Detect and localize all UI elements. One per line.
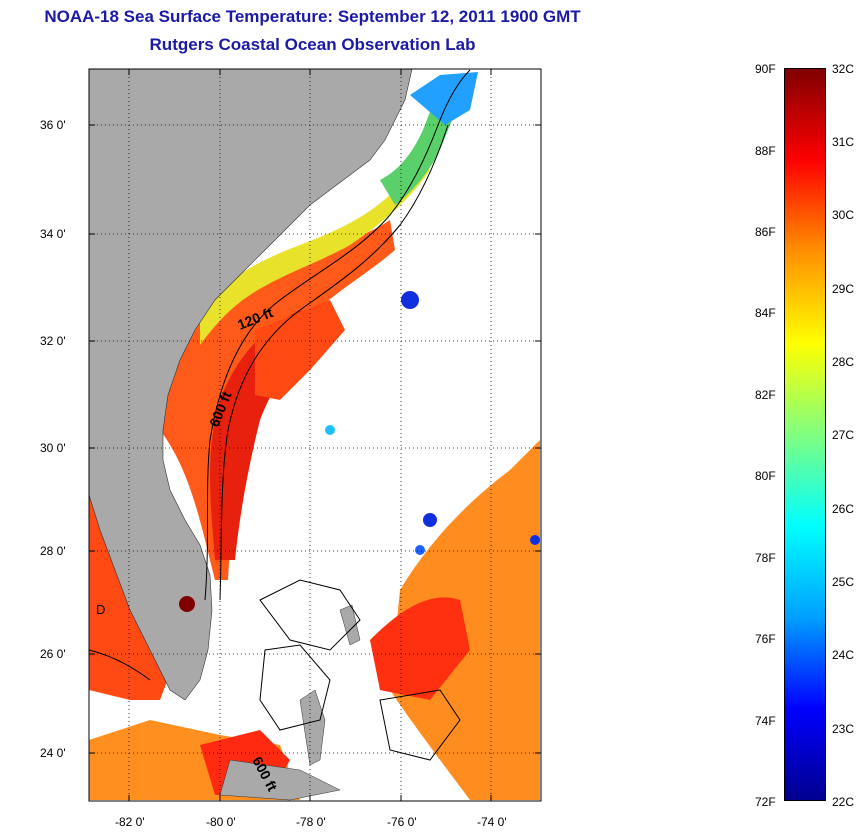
x-tick-label: -78 0' bbox=[296, 815, 326, 829]
depth-contours bbox=[88, 69, 471, 761]
y-tick-label: 28 0' bbox=[40, 544, 66, 558]
land-label-d: D bbox=[96, 602, 105, 617]
sst-gulfstream bbox=[210, 310, 330, 560]
colorbar-f-label: 76F bbox=[755, 632, 776, 646]
map-title: NOAA-18 Sea Surface Temperature: Septemb… bbox=[44, 7, 581, 26]
sst-east-red bbox=[370, 597, 470, 700]
temperature-colorbar bbox=[784, 68, 826, 801]
colorbar-f-label: 72F bbox=[755, 795, 776, 809]
lake-okeechobee bbox=[179, 596, 195, 612]
grid-lines bbox=[89, 69, 541, 801]
colorbar-c-label: 26C bbox=[832, 502, 855, 516]
sst-north-cool bbox=[410, 72, 478, 125]
colorbar-c-label: 31C bbox=[832, 135, 855, 149]
colorbar-c-label: 25C bbox=[832, 575, 855, 589]
x-tick-label: -80 0' bbox=[206, 815, 236, 829]
map-frame bbox=[88, 68, 542, 802]
colorbar-f-label: 90F bbox=[755, 62, 776, 76]
x-tick-label: -76 0' bbox=[387, 815, 417, 829]
colorbar-c-label: 30C bbox=[832, 208, 855, 222]
colorbar-f-label: 86F bbox=[755, 225, 776, 239]
colorbar-c-label: 22C bbox=[832, 795, 855, 809]
colorbar-f-label: 88F bbox=[755, 144, 776, 158]
colorbar-f-label: 84F bbox=[755, 306, 776, 320]
sst-offshore-patch bbox=[255, 300, 345, 400]
sst-carolina-coast bbox=[200, 160, 430, 345]
colorbar-c-label: 28C bbox=[832, 355, 855, 369]
tick-marks bbox=[89, 69, 541, 801]
colorbar-f-label: 80F bbox=[755, 469, 776, 483]
colorbar-c-label: 23C bbox=[832, 722, 855, 736]
colorbar-c-label: 24C bbox=[832, 648, 855, 662]
colorbar-c-label: 29C bbox=[832, 282, 855, 296]
sst-east-warm bbox=[390, 440, 540, 800]
x-tick-label: -82 0' bbox=[115, 815, 145, 829]
y-tick-label: 34 0' bbox=[40, 227, 66, 241]
colorbar-c-label: 27C bbox=[832, 428, 855, 442]
y-tick-label: 36 0' bbox=[40, 118, 66, 132]
colorbar-f-label: 74F bbox=[755, 714, 776, 728]
y-tick-label: 32 0' bbox=[40, 334, 66, 348]
map-subtitle: Rutgers Coastal Ocean Observation Lab bbox=[149, 35, 476, 54]
y-tick-label: 24 0' bbox=[40, 746, 66, 760]
colorbar-f-label: 78F bbox=[755, 551, 776, 565]
colorbar-c-label: 32C bbox=[832, 62, 855, 76]
land-bahamas-1 bbox=[299, 689, 326, 766]
y-tick-label: 30 0' bbox=[40, 441, 66, 455]
land-us-coast bbox=[88, 68, 413, 701]
colorbar-f-label: 82F bbox=[755, 388, 776, 402]
y-tick-label: 26 0' bbox=[40, 647, 66, 661]
x-tick-label: -74 0' bbox=[477, 815, 507, 829]
